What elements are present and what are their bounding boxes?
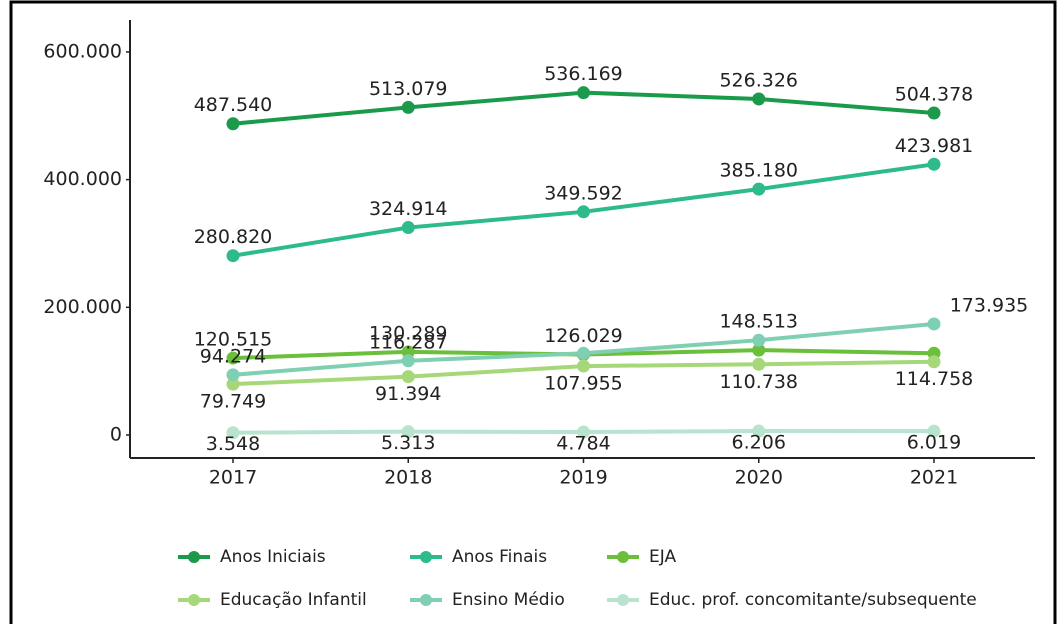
legend-dot [188, 551, 200, 563]
data-label: 5.313 [381, 432, 435, 454]
data-label: 116.287 [369, 331, 448, 353]
data-label: 385.180 [719, 160, 798, 182]
data-point [927, 106, 941, 120]
data-label: 487.540 [194, 94, 273, 116]
data-label: 79.749 [200, 391, 266, 413]
data-point [401, 354, 415, 368]
data-point [226, 117, 240, 131]
data-label: 6.206 [732, 432, 786, 454]
data-label: 114.758 [895, 368, 974, 390]
data-point [226, 377, 240, 391]
data-label: 94.274 [200, 345, 266, 367]
data-point [927, 355, 941, 369]
data-point [401, 425, 415, 439]
data-point [226, 351, 240, 365]
data-point [577, 359, 590, 373]
data-label: 110.738 [719, 371, 798, 393]
legend-label: EJA [649, 547, 676, 567]
data-label: 173.935 [950, 294, 1029, 316]
data-point [752, 357, 766, 371]
data-label: 4.784 [556, 432, 610, 454]
data-point [577, 425, 590, 439]
data-point [927, 157, 941, 171]
data-label: 91.394 [375, 383, 441, 405]
data-label: 536.169 [544, 63, 623, 85]
legend-label: Anos Finais [452, 547, 547, 567]
data-point [226, 426, 240, 440]
y-tick-label: 400.000 [43, 168, 122, 190]
data-label: 148.513 [719, 311, 798, 333]
legend-label: Ensino Médio [452, 590, 565, 610]
y-tick-label: 200.000 [43, 296, 122, 318]
data-point [401, 221, 415, 235]
data-point [752, 92, 766, 106]
data-point [577, 205, 590, 219]
data-label: 120.515 [194, 329, 273, 351]
data-point [226, 368, 240, 382]
data-point [226, 249, 240, 263]
data-point [752, 182, 766, 196]
frame [9, 0, 1057, 624]
x-tick-label: 2019 [559, 467, 607, 489]
legend-label: Anos Iniciais [220, 547, 326, 567]
y-tick-label: 600.000 [43, 40, 122, 62]
data-label: 126.029 [544, 325, 623, 347]
data-label: 526.326 [719, 69, 798, 91]
x-tick-label: 2020 [735, 467, 783, 489]
x-tick-label: 2017 [209, 467, 257, 489]
legend-dot [617, 551, 629, 563]
data-label: 130.289 [369, 322, 448, 344]
data-point [927, 317, 941, 331]
data-label: 513.079 [369, 78, 448, 100]
legend-dot [420, 551, 432, 563]
data-point [927, 424, 941, 438]
data-label: 3.548 [206, 433, 260, 455]
legend-dot [188, 594, 200, 606]
data-label: 349.592 [544, 182, 623, 204]
data-point [752, 333, 766, 347]
data-label: 6.019 [907, 432, 961, 454]
data-point [401, 345, 415, 359]
x-tick-label: 2018 [384, 467, 432, 489]
data-label: 280.820 [194, 226, 273, 248]
data-label: 324.914 [369, 198, 448, 220]
data-label: 423.981 [895, 135, 974, 157]
data-label: 107.955 [544, 373, 623, 395]
data-point [401, 100, 415, 114]
data-point [752, 424, 766, 438]
data-point [577, 86, 590, 100]
legend-label: Educ. prof. concomitante/subsequente [649, 590, 977, 610]
data-point [752, 343, 766, 357]
x-tick-label: 2021 [910, 467, 958, 489]
data-point [401, 370, 415, 384]
data-point [577, 346, 590, 360]
legend-dot [420, 594, 432, 606]
data-label: 504.378 [895, 83, 974, 105]
y-tick-label: 0 [110, 424, 122, 446]
legend-label: Educação Infantil [220, 590, 367, 610]
legend-dot [617, 594, 629, 606]
